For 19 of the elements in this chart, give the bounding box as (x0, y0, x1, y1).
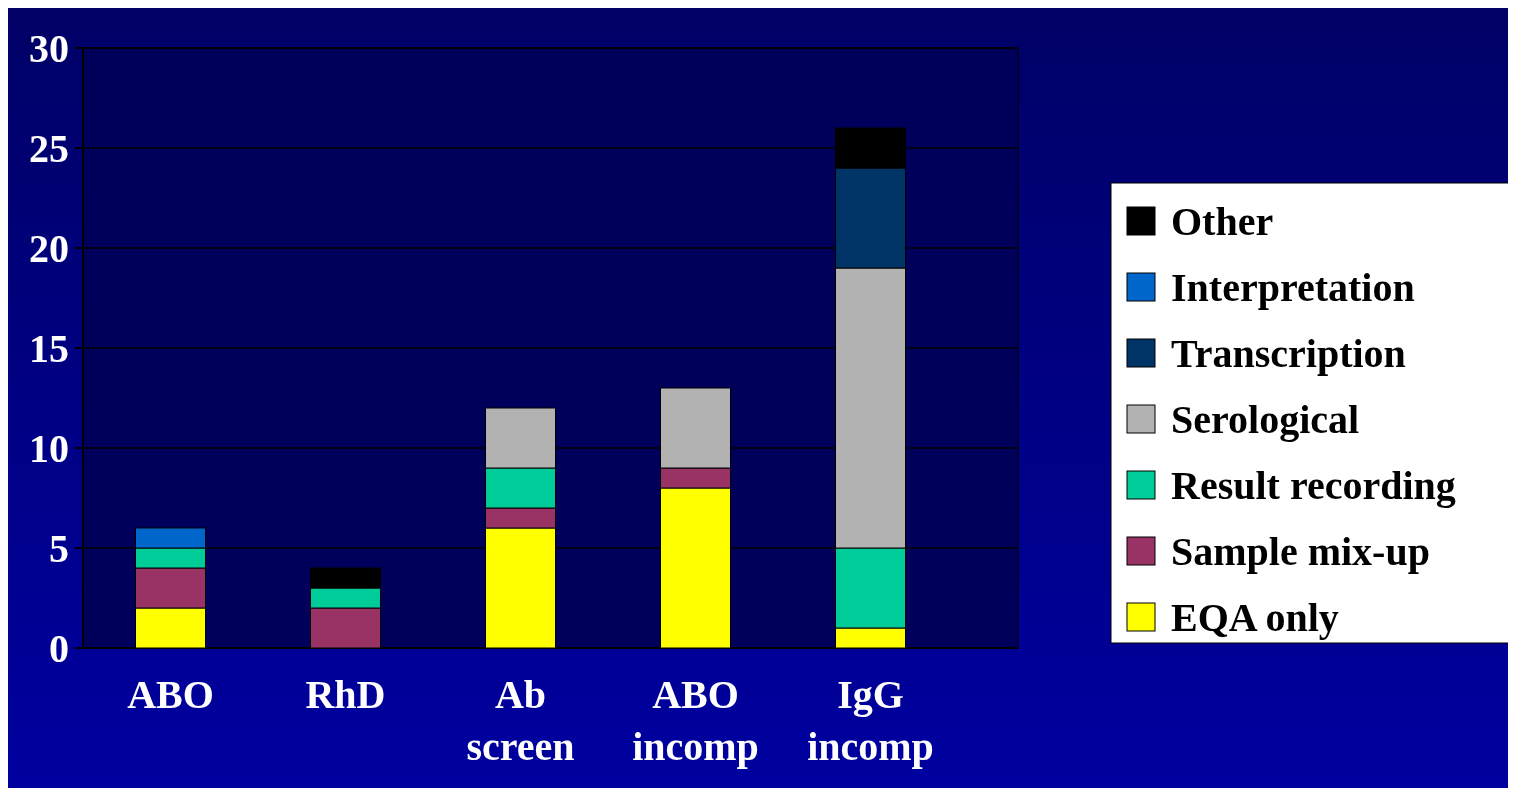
legend-label: EQA only (1171, 595, 1339, 640)
y-tick-label: 5 (49, 526, 69, 571)
x-tick-label: Ab screen (466, 672, 575, 769)
x-tick-label: IgG incomp (807, 672, 934, 769)
legend-label: Transcription (1171, 331, 1406, 376)
legend-label: Other (1171, 199, 1274, 244)
legend-label: Interpretation (1171, 265, 1415, 310)
y-tick-label: 15 (29, 326, 69, 371)
legend-label: Serological (1171, 397, 1360, 442)
y-tick-label: 25 (29, 126, 69, 171)
x-tick-label: RhD (305, 672, 386, 717)
x-tick-label: ABO incomp (632, 672, 759, 769)
legend-label: Result recording (1171, 463, 1456, 508)
y-tick-label: 10 (29, 426, 69, 471)
y-tick-label: 0 (49, 626, 69, 671)
x-tick-label: ABO (127, 672, 214, 717)
legend-label: Sample mix-up (1171, 529, 1430, 574)
y-tick-label: 20 (29, 226, 69, 271)
y-tick-label: 30 (29, 26, 69, 71)
